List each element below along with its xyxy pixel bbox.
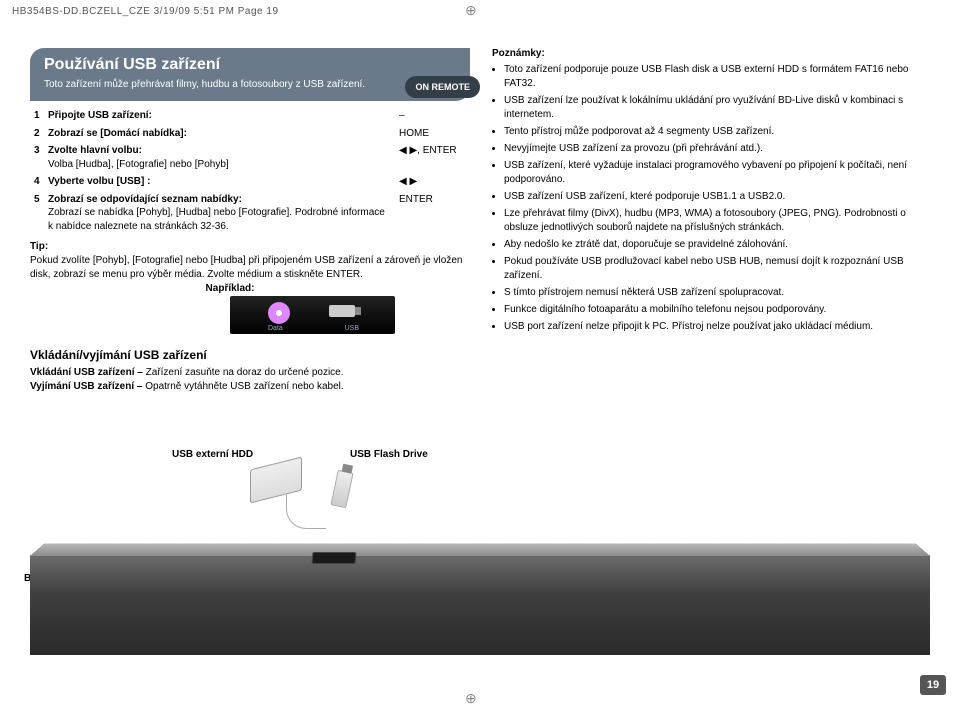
step-text: Zvolte hlavní volbu:Volba [Hudba], [Foto… [44,142,395,173]
step-command: – [395,107,470,125]
crop-mark: ⊕ [465,2,477,19]
list-item: Tento přístroj může podporovat až 4 segm… [504,125,930,139]
bd-player-top [30,544,930,556]
on-remote-label: ON REMOTE [405,76,480,98]
table-row: 4 Vyberte volbu [USB] : ◀ ▶ [30,173,470,191]
list-item: S tímto přístrojem nemusí některá USB za… [504,286,930,300]
notes-heading: Poznámky: [492,48,930,59]
ext-hdd-label: USB externí HDD [172,449,253,460]
list-item: Lze přehrávat filmy (DivX), hudbu (MP3, … [504,207,930,235]
page-number: 19 [920,675,946,695]
step-number: 4 [30,173,44,191]
list-item: Funkce digitálního fotoaparátu a mobilní… [504,303,930,317]
step-command: ENTER [395,191,470,236]
example-label: Například: [150,283,310,294]
page-content: Používání USB zařízení Toto zařízení můž… [30,48,930,394]
usb-port-icon [312,552,357,564]
list-item: Aby nedošlo ke ztrátě dat, doporučuje se… [504,238,930,252]
notes-list: Toto zařízení podporuje pouze USB Flash … [492,63,930,334]
device-illustration: USB externí HDD USB Flash Drive BD přehr… [30,445,930,675]
example-image: Data USB [230,296,395,334]
list-item: Toto zařízení podporuje pouze USB Flash … [504,63,930,91]
step-text: Připojte USB zařízení: [44,107,395,125]
disc-icon [268,302,290,324]
step-number: 5 [30,191,44,236]
example-usb-label: USB [345,325,359,332]
step-command: ◀ ▶, ENTER [395,142,470,173]
step-text: Vyberte volbu [USB] : [44,173,395,191]
print-header: HB354BS-DD.BCZELL_CZE 3/19/09 5:51 PM Pa… [12,6,279,17]
step-command: HOME [395,125,470,143]
flash-drive-icon [330,470,353,509]
left-column: Používání USB zařízení Toto zařízení můž… [30,48,470,394]
tip-label: Tip: [30,241,470,252]
flash-label: USB Flash Drive [350,449,428,460]
step-text: Zobrazí se [Domácí nabídka]: [44,125,395,143]
list-item: USB zařízení, které vyžaduje instalaci p… [504,159,930,187]
insert-section-heading: Vkládání/vyjímání USB zařízení [30,348,470,362]
table-row: 1 Připojte USB zařízení: – [30,107,470,125]
crop-mark: ⊕ [465,690,477,707]
step-text: Zobrazí se odpovídající seznam nabídky:Z… [44,191,395,236]
step-number: 3 [30,142,44,173]
table-row: 5 Zobrazí se odpovídající seznam nabídky… [30,191,470,236]
table-row: 2 Zobrazí se [Domácí nabídka]: HOME [30,125,470,143]
title-main: Používání USB zařízení [44,56,456,74]
table-row: 3 Zvolte hlavní volbu:Volba [Hudba], [Fo… [30,142,470,173]
list-item: Nevyjímejte USB zařízení za provozu (při… [504,142,930,156]
insert-section-body: Vkládání USB zařízení – Zařízení zasuňte… [30,366,470,394]
list-item: USB zařízení USB zařízení, které podporu… [504,190,930,204]
example-disc-label: Data [268,325,283,332]
step-command: ◀ ▶ [395,173,470,191]
list-item: Pokud používáte USB prodlužovací kabel n… [504,255,930,283]
cable-icon [286,495,326,529]
steps-table: 1 Připojte USB zařízení: – 2 Zobrazí se … [30,107,470,235]
step-number: 2 [30,125,44,143]
usb-stick-icon [329,305,355,317]
title-block: Používání USB zařízení Toto zařízení můž… [30,48,470,101]
title-sub: Toto zařízení může přehrávat filmy, hudb… [44,78,456,91]
bd-player-body [30,555,930,655]
list-item: USB zařízení lze používat k lokálnímu uk… [504,94,930,122]
list-item: USB port zařízení nelze připojit k PC. P… [504,320,930,334]
tip-body: Pokud zvolíte [Pohyb], [Fotografie] nebo… [30,254,470,281]
step-number: 1 [30,107,44,125]
right-column: Poznámky: Toto zařízení podporuje pouze … [492,48,930,394]
